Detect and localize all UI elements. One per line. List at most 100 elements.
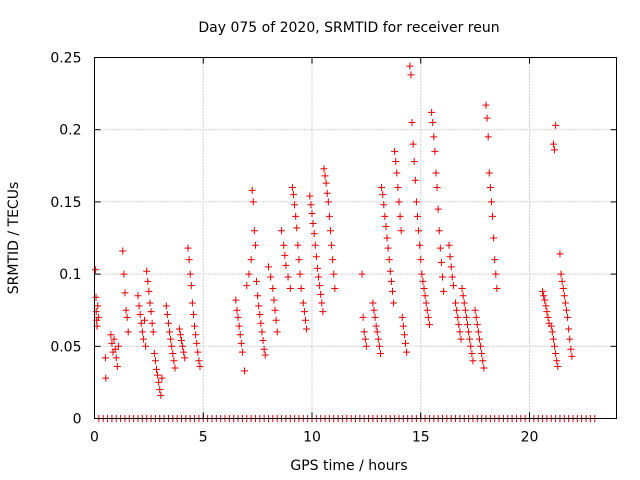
data-point bbox=[379, 191, 387, 199]
data-point bbox=[475, 335, 483, 343]
data-point bbox=[465, 328, 473, 336]
data-point bbox=[436, 244, 444, 252]
data-point bbox=[180, 348, 188, 356]
x-tick-label: 15 bbox=[412, 430, 430, 446]
data-point bbox=[329, 256, 337, 264]
data-point bbox=[558, 277, 566, 285]
data-point bbox=[134, 292, 142, 300]
data-point bbox=[413, 212, 421, 220]
data-point bbox=[567, 345, 575, 353]
data-point bbox=[383, 234, 391, 242]
data-point bbox=[430, 133, 438, 141]
axis-ticks: 0 0.05 0.1 0.15 0.2 0.25 0 5 10 15 20 bbox=[50, 51, 617, 446]
data-point bbox=[392, 157, 400, 165]
data-point bbox=[181, 354, 189, 362]
data-point bbox=[273, 328, 281, 336]
data-point bbox=[192, 331, 200, 339]
data-point bbox=[547, 322, 555, 330]
data-point bbox=[325, 212, 333, 220]
data-point bbox=[261, 351, 269, 359]
data-point bbox=[397, 227, 405, 235]
data-point bbox=[247, 256, 255, 264]
data-point bbox=[482, 101, 490, 109]
data-point bbox=[259, 337, 267, 345]
data-point bbox=[151, 357, 159, 365]
data-point bbox=[142, 342, 150, 350]
data-point bbox=[562, 306, 570, 314]
data-point bbox=[284, 273, 292, 281]
data-point bbox=[255, 302, 263, 310]
data-point bbox=[187, 282, 195, 290]
data-point bbox=[472, 313, 480, 321]
data-point bbox=[468, 350, 476, 358]
data-point bbox=[322, 179, 330, 187]
data-point bbox=[396, 212, 404, 220]
data-point bbox=[92, 308, 100, 316]
y-tick-label: 0.05 bbox=[50, 339, 81, 355]
data-point bbox=[543, 308, 551, 316]
data-point bbox=[146, 299, 154, 307]
data-point bbox=[113, 363, 121, 371]
data-point bbox=[419, 277, 427, 285]
data-point bbox=[281, 251, 289, 259]
data-point bbox=[300, 308, 308, 316]
data-point bbox=[492, 270, 500, 278]
x-tick-label: 0 bbox=[90, 430, 99, 446]
data-point bbox=[176, 331, 184, 339]
data-point bbox=[315, 273, 323, 281]
data-point bbox=[139, 335, 147, 343]
data-point bbox=[188, 299, 196, 307]
data-point bbox=[233, 306, 241, 314]
data-point bbox=[280, 241, 288, 249]
data-point bbox=[145, 287, 153, 295]
data-point bbox=[480, 364, 488, 372]
data-point bbox=[362, 342, 370, 350]
data-point bbox=[286, 285, 294, 293]
data-point bbox=[372, 322, 380, 330]
data-point bbox=[257, 319, 265, 327]
data-point bbox=[412, 198, 420, 206]
data-point bbox=[378, 183, 386, 191]
data-point bbox=[193, 339, 201, 347]
data-point bbox=[428, 108, 436, 116]
data-point bbox=[94, 302, 102, 310]
data-point bbox=[456, 328, 464, 336]
data-point bbox=[166, 328, 174, 336]
data-point bbox=[156, 386, 164, 394]
data-point bbox=[148, 319, 156, 327]
data-point bbox=[124, 328, 132, 336]
data-point bbox=[452, 299, 460, 307]
data-point bbox=[94, 313, 102, 321]
data-point bbox=[144, 277, 152, 285]
data-point bbox=[548, 328, 556, 336]
data-point bbox=[245, 270, 253, 278]
data-point bbox=[544, 313, 552, 321]
data-point bbox=[185, 256, 193, 264]
data-point bbox=[416, 241, 424, 249]
data-point bbox=[560, 292, 568, 300]
data-point bbox=[385, 256, 393, 264]
data-point bbox=[559, 285, 567, 293]
data-point bbox=[462, 313, 470, 321]
data-point bbox=[435, 227, 443, 235]
data-point bbox=[540, 292, 548, 300]
data-point bbox=[374, 335, 382, 343]
data-point bbox=[369, 299, 377, 307]
data-point bbox=[143, 267, 151, 275]
data-point bbox=[92, 293, 100, 301]
data-point bbox=[250, 227, 258, 235]
data-point bbox=[313, 264, 321, 272]
data-point bbox=[466, 335, 474, 343]
data-point bbox=[162, 302, 170, 310]
data-point bbox=[433, 183, 441, 191]
data-point bbox=[410, 157, 418, 165]
data-point bbox=[195, 357, 203, 365]
data-point bbox=[371, 313, 379, 321]
data-point bbox=[359, 313, 367, 321]
chart-title: Day 075 of 2020, SRMTID for receiver reu… bbox=[198, 20, 499, 36]
data-point bbox=[556, 250, 564, 258]
data-point bbox=[391, 147, 399, 155]
data-point bbox=[119, 247, 127, 255]
data-point bbox=[290, 191, 298, 199]
data-point bbox=[455, 321, 463, 329]
